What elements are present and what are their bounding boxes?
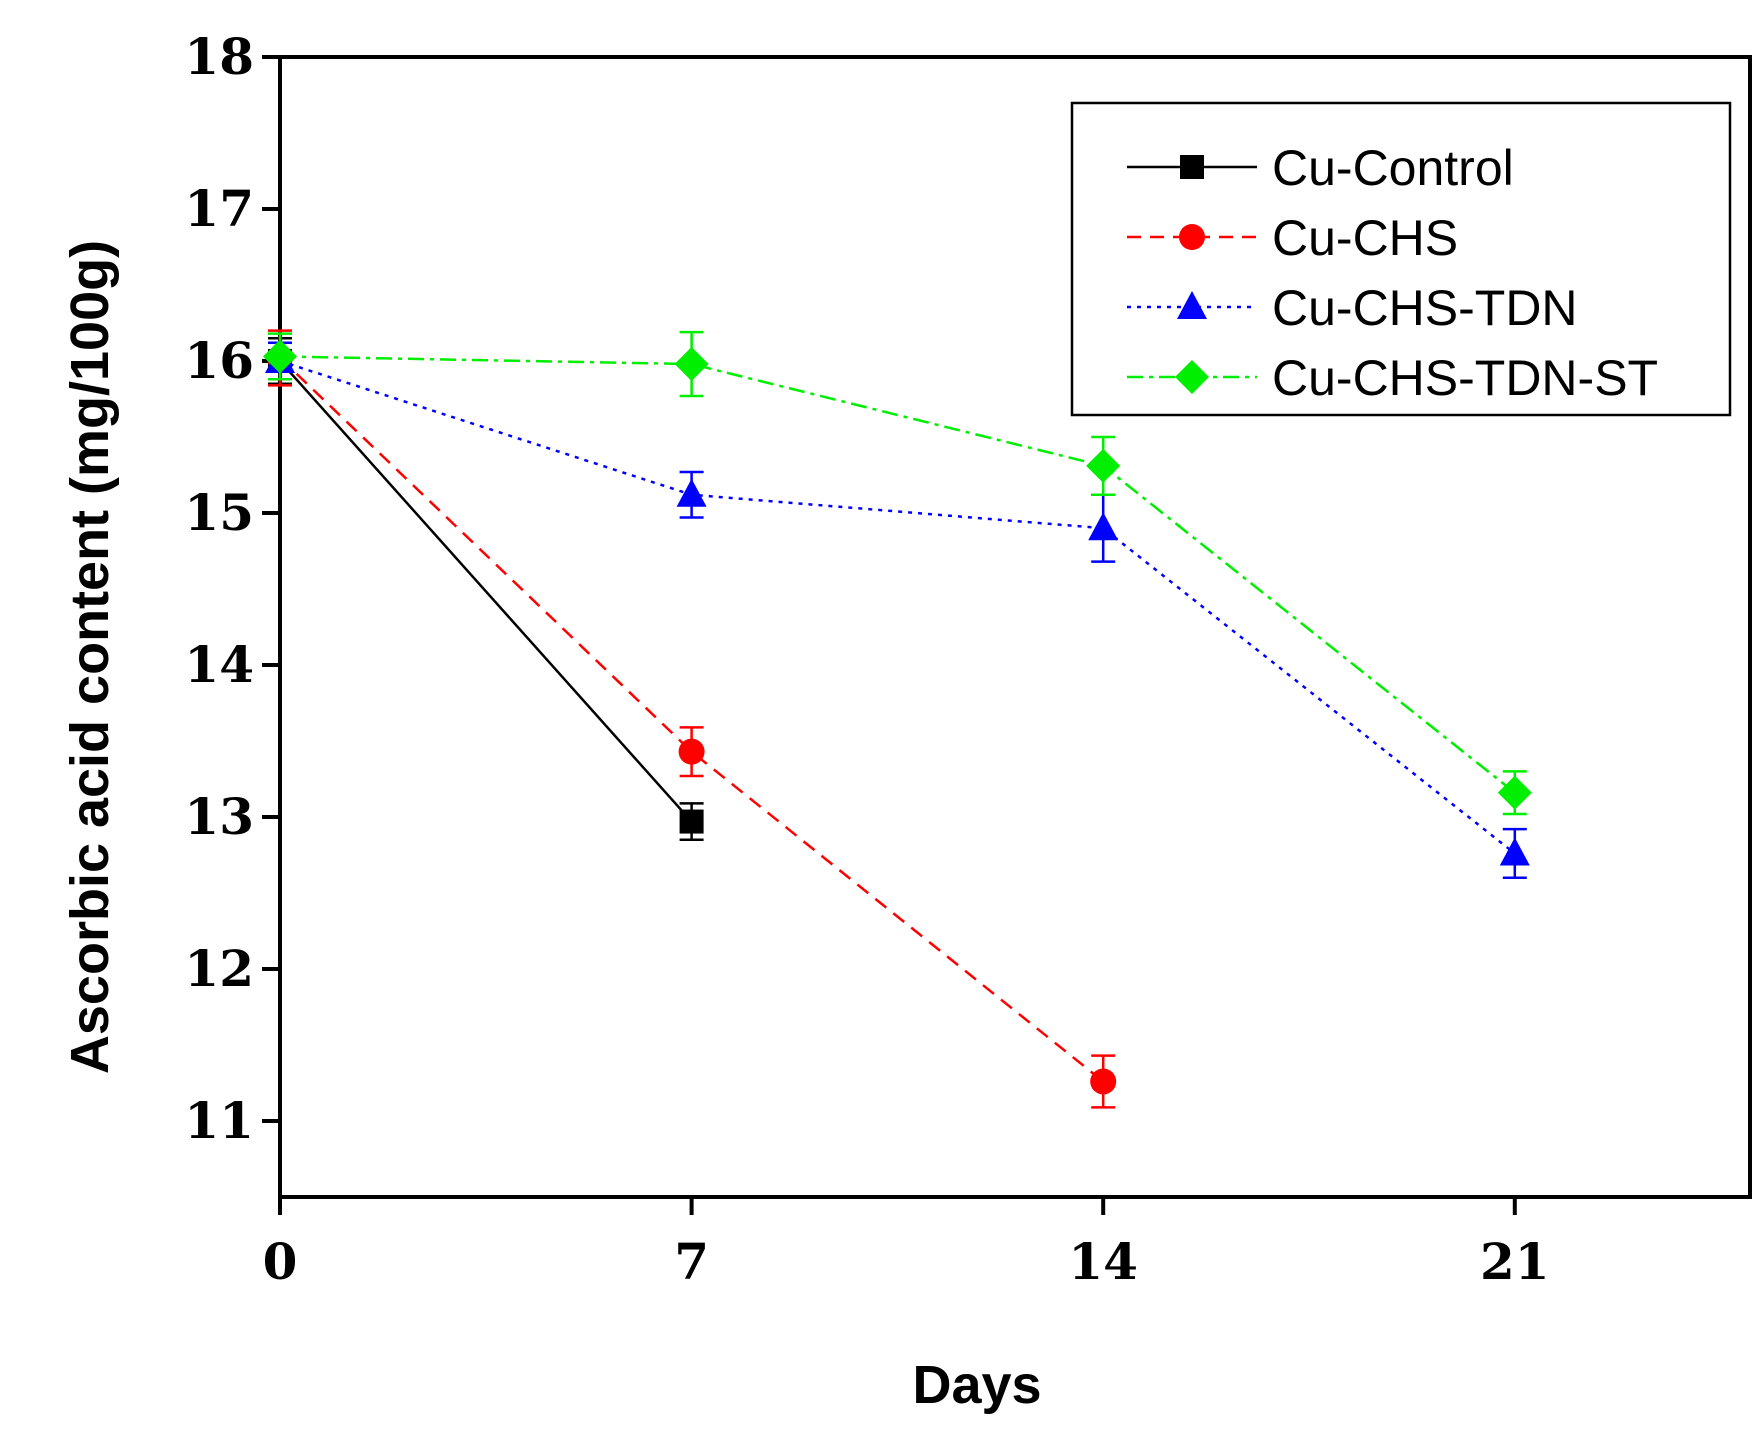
y-axis-title: Ascorbic acid content (mg/100g) — [60, 240, 120, 1074]
y-tick-label: 12 — [184, 939, 254, 998]
legend-marker-cu-chs — [1179, 224, 1205, 250]
y-tick-label: 14 — [184, 635, 254, 694]
data-point-cu-chs-tdn — [1088, 512, 1119, 541]
data-point-cu-chs-tdn — [676, 478, 707, 507]
x-tick-label: 7 — [674, 1232, 709, 1291]
y-tick-label: 17 — [184, 179, 254, 238]
series-line-cu-chs — [279, 357, 1104, 1083]
data-point-cu-chs-tdn-st — [263, 339, 297, 374]
data-point-cu-chs — [678, 738, 705, 765]
x-tick-label: 21 — [1480, 1232, 1550, 1291]
x-axis-title: Days — [912, 1355, 1041, 1415]
data-point-cu-control — [679, 809, 704, 834]
y-tick-label: 15 — [184, 483, 254, 542]
legend-marker-cu-chs-tdn-st — [1175, 360, 1209, 394]
x-tick-label: 14 — [1068, 1232, 1138, 1291]
y-tick-label: 13 — [184, 787, 254, 846]
data-point-cu-chs — [1090, 1068, 1117, 1095]
y-tick-label: 16 — [184, 331, 254, 390]
series-line-cu-control — [279, 360, 693, 823]
legend-label-cu-chs-tdn: Cu-CHS-TDN — [1272, 280, 1578, 336]
y-tick-label: 18 — [184, 27, 254, 86]
legend-marker-cu-chs-tdn — [1177, 291, 1207, 319]
legend-marker-cu-control — [1180, 155, 1204, 179]
series-line-cu-chs-tdn — [279, 359, 1516, 855]
data-point-cu-chs-tdn — [1499, 837, 1530, 866]
data-point-cu-chs-tdn-st — [1086, 448, 1121, 483]
x-tick-label: 0 — [263, 1232, 298, 1291]
data-point-cu-chs-tdn-st — [1497, 775, 1532, 810]
legend-label-cu-chs-tdn-st: Cu-CHS-TDN-ST — [1272, 350, 1658, 406]
series-line-cu-chs-tdn-st — [279, 355, 1516, 794]
y-tick-label: 11 — [184, 1091, 254, 1150]
legend-label-cu-chs: Cu-CHS — [1272, 210, 1458, 266]
data-point-cu-chs-tdn-st — [674, 347, 709, 382]
legend-label-cu-control: Cu-Control — [1272, 140, 1514, 196]
plot-frame — [278, 55, 1752, 1199]
